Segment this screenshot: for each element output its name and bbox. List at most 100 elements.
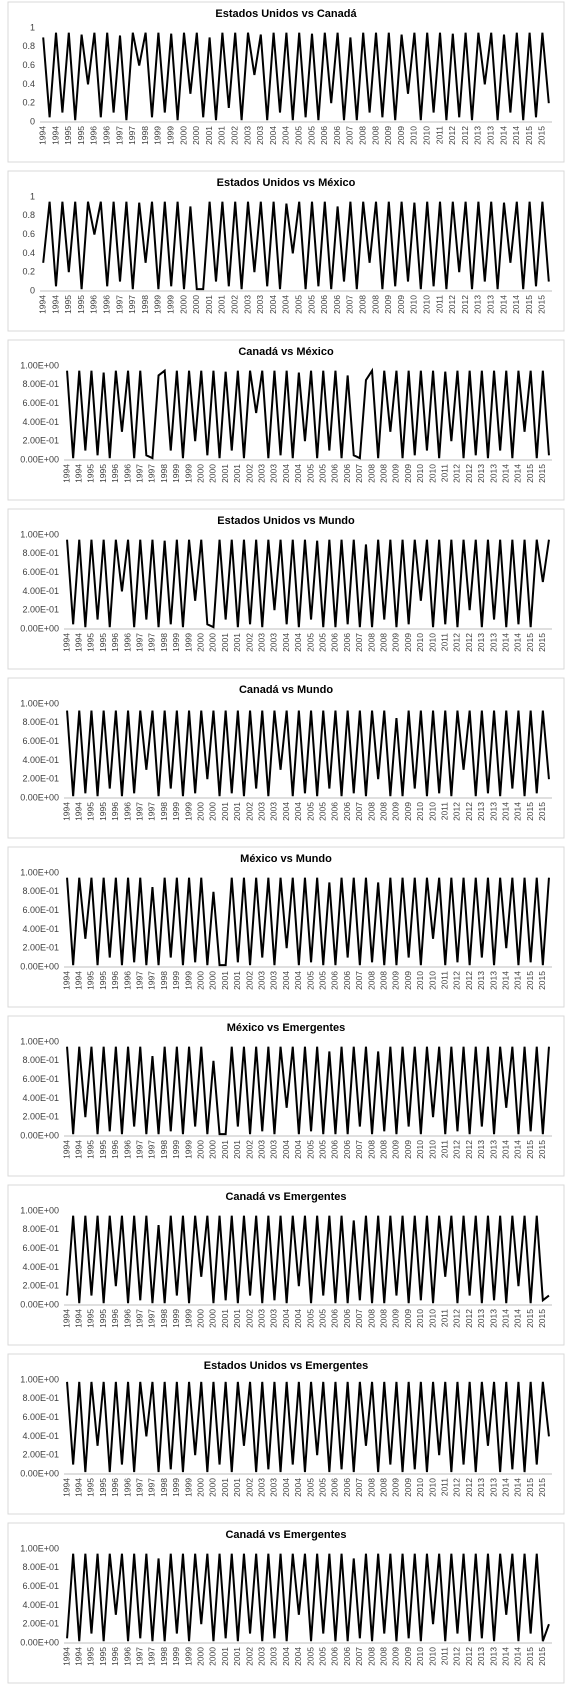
x-tick-label: 2000 [208,1647,218,1666]
x-tick-label: 2012 [452,1647,462,1666]
x-tick-label: 2009 [396,126,406,145]
x-tick-label: 2003 [257,1647,267,1666]
x-tick-label: 1998 [159,1309,169,1328]
x-tick-label: 2006 [342,633,352,652]
x-tick-label: 2005 [305,971,315,990]
x-tick-label: 2001 [232,802,242,821]
x-tick-label: 2009 [403,1647,413,1666]
data-line [66,710,550,797]
y-tick-label: 8.00E-01 [22,1562,59,1572]
x-tick-label: 2012 [464,802,474,821]
x-tick-label: 2015 [525,802,535,821]
x-tick-label: 2009 [403,1309,413,1328]
x-tick-label: 2013 [476,1140,486,1159]
x-tick-label: 1998 [140,126,150,145]
y-tick-label: 0.00E+00 [20,1468,59,1478]
x-tick-label: 2015 [537,1478,547,1497]
data-line [66,877,550,967]
x-tick-label: 2002 [244,1140,254,1159]
x-tick-label: 2006 [342,464,352,483]
x-tick-label: 1996 [101,126,111,145]
x-tick-label: 2012 [452,971,462,990]
x-tick-label: 2009 [403,464,413,483]
x-tick-label: 2013 [476,802,486,821]
y-tick-label: 8.00E-01 [22,717,59,727]
x-tick-label: 2000 [178,295,188,314]
x-tick-label: 2004 [281,1647,291,1666]
x-tick-label: 2007 [354,1309,364,1328]
chart-title: Canadá vs Emergentes [225,1529,346,1541]
x-tick-label: 2004 [293,1478,303,1497]
x-tick-label: 2001 [232,1309,242,1328]
x-tick-label: 2005 [318,1140,328,1159]
x-tick-label: 2000 [196,1647,206,1666]
x-tick-label: 1998 [159,1647,169,1666]
x-tick-label: 1997 [147,802,157,821]
x-tick-label: 2008 [366,802,376,821]
x-tick-label: 2014 [513,1140,523,1159]
x-tick-label: 1997 [114,126,124,145]
x-tick-label: 2003 [269,1309,279,1328]
x-tick-label: 2004 [281,464,291,483]
x-tick-label: 1999 [171,971,181,990]
x-tick-label: 1996 [122,1140,132,1159]
y-tick-label: 1.00E+00 [20,1036,59,1046]
x-tick-label: 2004 [281,802,291,821]
x-tick-label: 2001 [232,633,242,652]
x-tick-label: 2008 [379,1140,389,1159]
x-tick-label: 1995 [98,633,108,652]
chart-panel: Estados Unidos vs Canadá 0 0.2 0.4 0.6 0.8 1 19… [7,1,565,163]
x-tick-label: 2003 [257,1140,267,1159]
x-tick-label: 1995 [86,1140,96,1159]
x-tick-label: 1994 [61,1478,71,1497]
chart-panel: Estados Unidos vs Emergentes 0.00E+00 2.00… [7,1353,565,1515]
x-tick-label: 2012 [464,1478,474,1497]
x-tick-label: 1996 [89,126,99,145]
x-tick-label: 2001 [217,295,227,314]
x-tick-label: 1994 [74,464,84,483]
x-tick-label: 2009 [383,295,393,314]
y-tick-label: 4.00E-01 [22,1431,59,1441]
x-tick-label: 2007 [354,1478,364,1497]
x-tick-label: 2015 [524,126,534,145]
x-tick-label: 2014 [501,802,511,821]
x-tick-label: 2014 [513,464,523,483]
y-tick-label: 4.00E-01 [22,1262,59,1272]
x-tick-label: 2012 [447,126,457,145]
x-tick-label: 2012 [447,295,457,314]
y-tick-label: 4.00E-01 [22,755,59,765]
x-tick-label: 2003 [257,971,267,990]
x-tick-label: 2013 [473,295,483,314]
x-tick-label: 2009 [403,802,413,821]
x-tick-label: 1997 [147,1647,157,1666]
x-tick-label: 2010 [427,464,437,483]
x-tick-label: 2005 [305,1647,315,1666]
x-tick-label: 2014 [501,1140,511,1159]
x-tick-label: 2005 [305,1478,315,1497]
x-tick-label: 2005 [318,1478,328,1497]
x-tick-label: 2000 [208,1140,218,1159]
x-tick-label: 1996 [110,1309,120,1328]
y-tick-label: 6.00E-01 [22,1243,59,1253]
y-tick-label: 8.00E-01 [22,548,59,558]
x-tick-label: 2003 [257,633,267,652]
x-tick-label: 1994 [74,971,84,990]
x-tick-label: 2003 [269,1647,279,1666]
x-tick-label: 2011 [434,126,444,145]
x-tick-label: 2014 [513,1309,523,1328]
x-tick-label: 2010 [415,633,425,652]
x-tick-label: 2003 [242,126,252,145]
x-tick-label: 2008 [357,126,367,145]
x-tick-label: 2014 [501,1309,511,1328]
y-tick-label: 4.00E-01 [22,1600,59,1610]
x-tick-label: 2015 [525,1647,535,1666]
x-tick-label: 1997 [147,1309,157,1328]
y-tick-label: 0.6 [22,60,35,70]
y-tick-label: 0.00E+00 [20,1637,59,1647]
x-tick-label: 1994 [50,295,60,314]
x-tick-label: 2001 [220,1309,230,1328]
x-tick-label: 2008 [366,633,376,652]
x-tick-label: 1995 [98,1478,108,1497]
x-tick-label: 2007 [354,971,364,990]
x-tick-label: 1994 [74,1140,84,1159]
